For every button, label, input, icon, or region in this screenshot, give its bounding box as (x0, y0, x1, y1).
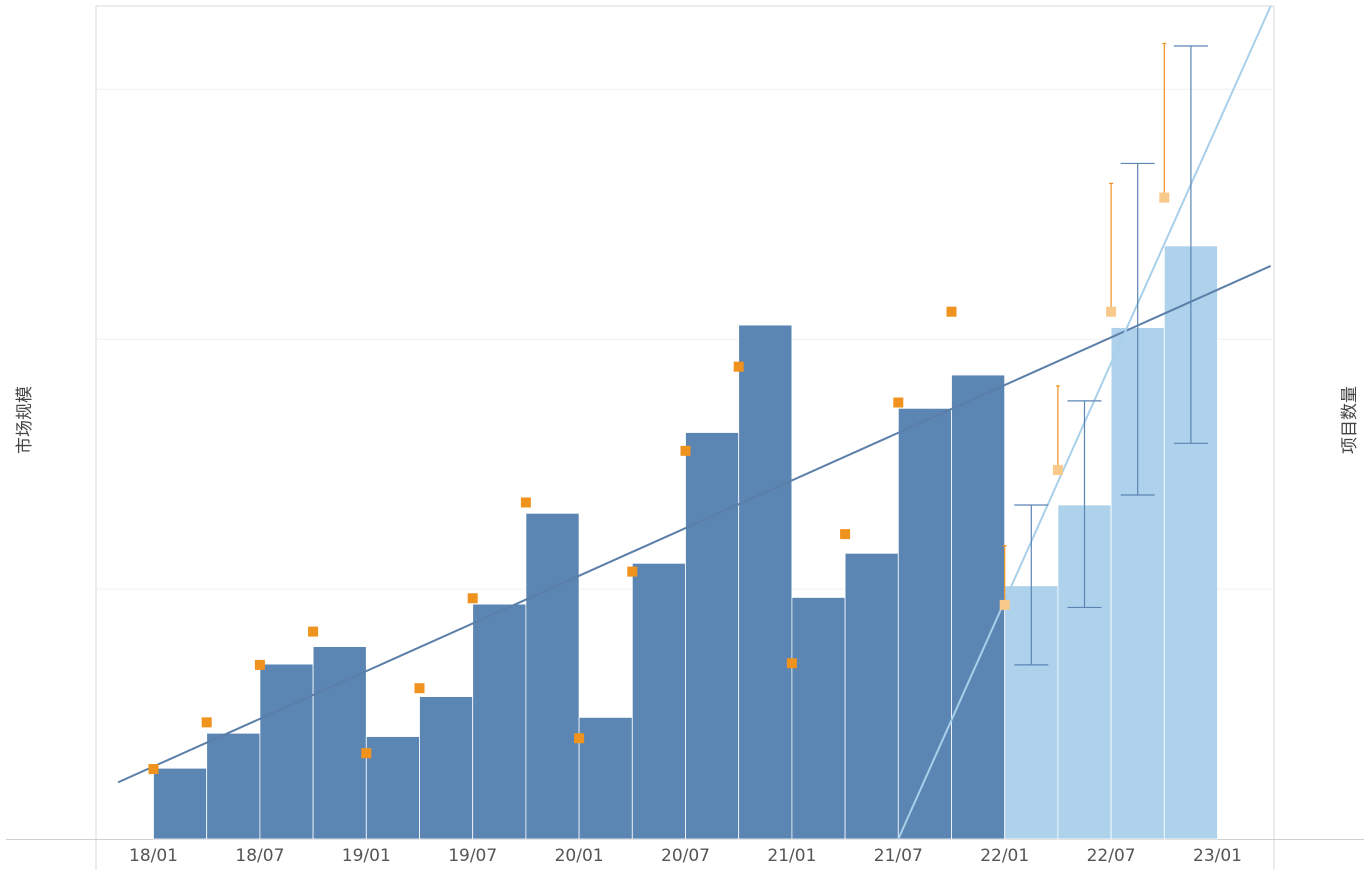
point-21-04 (840, 529, 851, 540)
bar-18-04 (206, 732, 261, 840)
bar-19-04 (419, 696, 474, 840)
bar-20-10 (738, 324, 793, 840)
bar-18-01 (153, 767, 208, 840)
bar-19-07 (472, 603, 527, 840)
error-bars (1002, 42, 1208, 666)
point-22-10 (1159, 192, 1170, 203)
bar-error-22-07 (1120, 162, 1155, 496)
x-tick-label: 20/01 (555, 846, 604, 866)
point-19-10 (520, 497, 531, 508)
point-20-10 (733, 361, 744, 372)
point-19-07 (467, 593, 478, 604)
point-22-04 (1052, 464, 1063, 475)
x-tick-label: 22/07 (1087, 846, 1136, 866)
bar-21-10 (951, 374, 1006, 840)
point-error-22-10 (1162, 42, 1167, 198)
bar-20-04 (631, 562, 686, 840)
bar-21-01 (791, 597, 846, 840)
point-22-01 (999, 599, 1010, 610)
bar-18-07 (259, 663, 314, 840)
bar-19-10 (525, 512, 580, 840)
point-18-07 (254, 659, 265, 670)
point-20-07 (680, 445, 691, 456)
bar-error-22-01 (1014, 504, 1049, 666)
point-18-01 (148, 764, 159, 775)
point-21-10 (946, 306, 957, 317)
point-21-01 (786, 658, 797, 669)
x-tick-label: 21/01 (767, 846, 816, 866)
x-tick-label: 18/01 (129, 846, 178, 866)
bar-18-10 (312, 646, 367, 840)
bar-series (153, 245, 1218, 840)
point-error-22-01 (1002, 545, 1007, 605)
point-error-22-07 (1109, 182, 1114, 312)
bar-error-22-10 (1173, 45, 1208, 444)
point-20-01 (574, 733, 585, 744)
point-20-04 (627, 566, 638, 577)
point-22-07 (1106, 306, 1117, 317)
point-21-07 (893, 397, 904, 408)
point-19-01 (361, 748, 372, 759)
x-tick-labels: 18/01 18/07 19/01 19/07 20/01 20/07 21/01 21/07… (129, 846, 1242, 866)
bar-20-01 (578, 716, 633, 840)
x-tick-label: 21/07 (874, 846, 923, 866)
bar-21-04 (844, 552, 899, 840)
point-19-04 (414, 683, 425, 694)
bar-19-01 (365, 736, 420, 840)
y-left-axis-title: 市场规模 (15, 386, 35, 454)
point-18-04 (201, 717, 212, 728)
x-tick-label: 22/01 (980, 846, 1029, 866)
y-right-axis-title: 项目数量 (1340, 386, 1360, 454)
bar-21-07 (897, 407, 952, 840)
trendline-actual (117, 264, 1272, 784)
x-tick-label: 23/01 (1193, 846, 1242, 866)
bar-error-22-04 (1067, 400, 1102, 609)
point-18-10 (308, 626, 319, 637)
x-tick-label: 19/07 (448, 846, 497, 866)
bar-20-07 (685, 432, 740, 840)
x-tick-label: 19/01 (342, 846, 391, 866)
point-error-22-04 (1055, 385, 1060, 470)
point-series (148, 192, 1170, 775)
x-tick-label: 18/07 (235, 846, 284, 866)
x-tick-label: 20/07 (661, 846, 710, 866)
